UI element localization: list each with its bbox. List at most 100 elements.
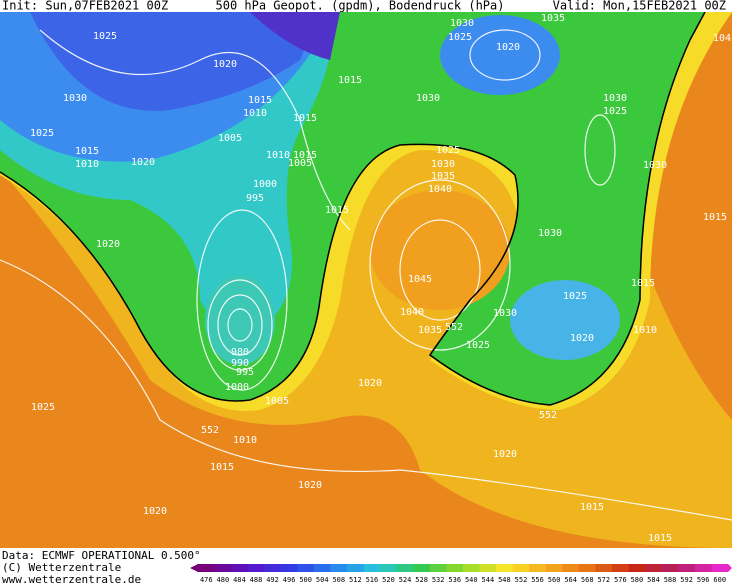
colorbar-label: 572 [597,576,610,584]
isobar-label: 990 [231,358,249,369]
colorbar-label: 552 [515,576,528,584]
isobar-label: 104 [713,33,731,44]
colorbar: 476 480 484 488 492 496 500 504 508 512 516 520 524 5… [190,564,732,584]
colorbar-cell [512,564,530,572]
colorbar-cell [347,564,365,572]
map-field [0,12,732,548]
colorbar-cell [595,564,613,572]
isobar-label: 1020 [298,480,322,491]
isobar-label: 1015 [293,150,317,161]
isobar-label: 1025 [466,340,490,351]
isobar-label: 1030 [450,18,474,29]
isobar-label: 1025 [448,32,472,43]
colorbar-label: 592 [680,576,693,584]
isobar-labels: 1025 1020 1030 1025 1015 1010 1020 1015 1010 1005… [30,13,731,544]
isobar-label: 1010 [75,159,99,170]
colorbar-cell [380,564,398,572]
isobar-label: 1020 [143,506,167,517]
isobar-label: 1040 [428,184,452,195]
colorbar-label: 556 [531,576,544,584]
isobar-label: 1030 [416,93,440,104]
isobar-label: 1030 [538,228,562,239]
colorbar-label: 484 [233,576,246,584]
isobar-label: 1045 [408,274,432,285]
colorbar-label: 508 [332,576,345,584]
isobar-label: 1020 [96,239,120,250]
colorbar-label: 548 [498,576,511,584]
isobar-label: 1015 [648,533,672,544]
isobar-label: 1025 [31,402,55,413]
colorbar-cell [711,564,729,572]
isobar-label: 1040 [400,307,424,318]
isobar-label: 1035 [541,13,565,24]
isobar-label: 1015 [248,95,272,106]
isobar-label: 1020 [496,42,520,53]
isobar-label: 1035 [418,325,442,336]
colorbar-cell [363,564,381,572]
colorbar-label: 560 [548,576,561,584]
isobar-label: 1005 [265,396,289,407]
isobar-label: 1025 [563,291,587,302]
colorbar-cell [231,564,249,572]
isobar-label: 1025 [93,31,117,42]
isobar-label: 1020 [358,378,382,389]
colorbar-cell [678,564,696,572]
website: www.wetterzentrale.de [2,573,141,586]
isobar-label: 1025 [30,128,54,139]
colorbar-label: 528 [415,576,428,584]
colorbar-label: 564 [564,576,577,584]
colorbar-cell [313,564,331,572]
colorbar-label: 540 [465,576,478,584]
colorbar-label: 512 [349,576,362,584]
colorbar-label: 492 [266,576,279,584]
contour-label: 552 [539,410,557,421]
colorbar-label: 584 [647,576,660,584]
isobar-label: 1000 [225,382,249,393]
isobar-label: 1015 [293,113,317,124]
colorbar-label: 520 [382,576,395,584]
isobar-label: 1000 [253,179,277,190]
isobar-label: 995 [246,193,264,204]
isobar-label: 1030 [603,93,627,104]
isobar-label: 1005 [218,133,242,144]
init-time: Init: Sun,07FEB2021 00Z [2,0,168,13]
colorbar-cell [330,564,348,572]
colorbar-cell [396,564,414,572]
colorbar-label: 500 [299,576,312,584]
colorbar-label: 568 [581,576,594,584]
colorbar-cell [578,564,596,572]
isobar-label: 1025 [603,106,627,117]
isobar-label: 1020 [131,157,155,168]
colorbar-cell [280,564,298,572]
colorbar-label: 580 [631,576,644,584]
isobar-label: 1030 [63,93,87,104]
isobar-label: 980 [231,347,249,358]
isobar-label: 1020 [493,449,517,460]
colorbar-label: 596 [697,576,710,584]
map-title: 500 hPa Geopot. (gpdm), Bodendruck (hPa) [216,0,505,13]
colorbar-label: 532 [432,576,445,584]
colorbar-cell [264,564,282,572]
colorbar-cell [496,564,514,572]
colorbar-cell [463,564,481,572]
isobar-label: 1010 [633,325,657,336]
isobar-label: 1010 [233,435,257,446]
isobar-label: 1015 [325,205,349,216]
isobar-label: 1030 [493,308,517,319]
colorbar-label: 600 [713,576,726,584]
isobar-label: 1015 [338,75,362,86]
contour-label: 552 [201,425,219,436]
valid-time: Valid: Mon,15FEB2021 00Z [553,0,726,13]
colorbar-cell [479,564,497,572]
isobar-label: 1030 [643,160,667,171]
isobar-label: 1020 [213,59,237,70]
isobar-label: 1010 [243,108,267,119]
colorbar-cell [429,564,447,572]
colorbar-cell [661,564,679,572]
colorbar-cell [198,564,216,572]
colorbar-label: 496 [283,576,296,584]
contour-label: 552 [445,322,463,333]
colorbar-arrow-right [728,564,732,572]
colorbar-label: 488 [250,576,263,584]
